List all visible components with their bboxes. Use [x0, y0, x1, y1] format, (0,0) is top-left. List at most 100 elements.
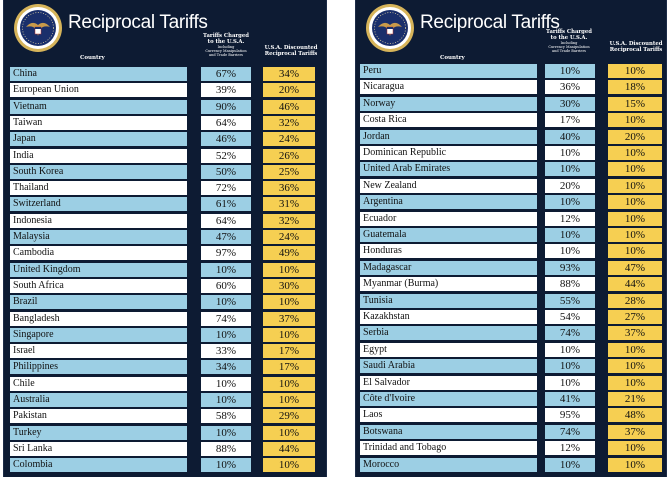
tariff-charged-cell: 34% [201, 360, 251, 375]
country-cell: Vietnam [10, 99, 187, 114]
tariff-charged-cell: 95% [545, 408, 595, 423]
country-cell: Egypt [360, 342, 537, 357]
country-cell: Laos [360, 408, 537, 423]
tariff-charged-cell: 67% [201, 67, 251, 81]
discounted-tariff-cell: 31% [263, 197, 315, 212]
discounted-tariff-cell: 37% [608, 326, 662, 341]
country-name: Kazakhstan [363, 311, 410, 322]
tariff-charged-cell: 54% [545, 310, 595, 324]
table-row: Cambodia 97% 49% [4, 246, 326, 261]
tariff-charged-cell: 17% [545, 113, 595, 128]
table-row: Peru 10% 10% [356, 64, 666, 78]
table-row: Tunisia 55% 28% [356, 293, 666, 308]
tariff-charged-cell: 12% [545, 441, 595, 456]
table-row: Morocco 10% 10% [356, 457, 666, 472]
tariff-charged-cell: 52% [201, 148, 251, 163]
country-name: Guatemala [363, 229, 407, 240]
country-name: Malaysia [13, 231, 50, 242]
country-name: Brazil [13, 296, 38, 308]
discounted-tariff-cell: 10% [608, 441, 662, 456]
table-row: Bangladesh 74% 37% [4, 311, 326, 326]
discounted-tariff-cell: 10% [263, 262, 315, 277]
discounted-tariff-cell: 47% [608, 260, 662, 275]
tariff-charged-cell: 10% [201, 327, 251, 342]
country-name: Nicaragua [363, 81, 405, 93]
charged-header-small1: Including [560, 41, 578, 46]
tariff-charged-cell: 10% [201, 393, 251, 407]
tariff-charged-cell: 10% [545, 146, 595, 160]
country-cell: Costa Rica [360, 113, 537, 128]
country-cell: Pakistan [10, 409, 187, 424]
country-cell: Bangladesh [10, 311, 187, 326]
tariff-charged-cell: 41% [545, 392, 595, 406]
country-name: Serbia [363, 327, 389, 339]
country-name: Egypt [363, 343, 387, 355]
tariff-charged-cell: 10% [545, 244, 595, 259]
table-row: Egypt 10% 10% [356, 342, 666, 357]
discount-header-line1: U.S.A. Discounted [264, 45, 318, 51]
country-name: Myanmar (Burma) [363, 278, 439, 290]
country-name: Ecuador [363, 212, 397, 224]
tariff-charged-cell: 10% [545, 457, 595, 472]
country-name: Côte d'Ivoire [363, 393, 416, 404]
table-row: Sri Lanka 88% 44% [4, 441, 326, 456]
country-name: Botswana [363, 425, 403, 437]
country-cell: Morocco [360, 457, 537, 472]
tariff-charged-cell: 33% [201, 344, 251, 359]
country-name: South Korea [13, 165, 64, 177]
tariff-charged-cell: 10% [545, 375, 595, 390]
table-row: China 67% 34% [4, 67, 326, 81]
country-column-header: Country [440, 55, 465, 61]
country-cell: Taiwan [10, 115, 187, 130]
tariff-charged-cell: 10% [545, 162, 595, 177]
discounted-tariff-cell: 32% [263, 115, 315, 130]
table-row: Israel 33% 17% [4, 344, 326, 359]
table-row: Japan 46% 24% [4, 132, 326, 147]
charged-header-line1: Tariffs Charged [203, 33, 249, 39]
country-name: Philippines [13, 361, 59, 373]
discounted-tariff-cell: 15% [608, 96, 662, 111]
discounted-tariff-cell: 20% [608, 129, 662, 144]
country-cell: Kazakhstan [360, 310, 537, 324]
page-title: Reciprocal Tariffs [68, 12, 208, 33]
country-name: United Arab Emirates [363, 163, 451, 175]
country-cell: Myanmar (Burma) [360, 277, 537, 292]
country-cell: Dominican Republic [360, 146, 537, 160]
country-cell: European Union [10, 83, 187, 98]
charged-column-header: Tariffs Charged to the U.S.A. Including … [201, 33, 251, 57]
table-row: Kazakhstan 54% 27% [356, 310, 666, 324]
tariff-charged-cell: 72% [201, 181, 251, 196]
country-cell: Australia [10, 393, 187, 407]
table-row: Malaysia 47% 24% [4, 230, 326, 244]
tariff-charged-cell: 20% [545, 178, 595, 193]
table-row: United Kingdom 10% 10% [4, 262, 326, 277]
country-name: Honduras [363, 245, 402, 257]
tariff-charged-cell: 50% [201, 164, 251, 179]
tariff-charged-cell: 47% [201, 230, 251, 244]
table-row: Honduras 10% 10% [356, 244, 666, 259]
country-cell: Guatemala [360, 228, 537, 242]
tariff-charged-cell: 60% [201, 278, 251, 293]
table-row: United Arab Emirates 10% 10% [356, 162, 666, 177]
discounted-tariff-cell: 20% [263, 83, 315, 98]
charged-header-small1: Including [217, 45, 235, 50]
table-row: Australia 10% 10% [4, 393, 326, 407]
table-row: European Union 39% 20% [4, 83, 326, 98]
charged-header-small3: and Trade Barriers [552, 49, 586, 54]
country-name: Israel [13, 345, 36, 357]
left-tariff-panel: Reciprocal Tariffs Country Tariffs Charg… [3, 0, 327, 477]
country-name: South Africa [13, 279, 64, 291]
country-cell: Cambodia [10, 246, 187, 261]
discounted-tariff-cell: 10% [608, 195, 662, 210]
country-cell: Saudi Arabia [360, 359, 537, 374]
charged-column-header: Tariffs Charged to the U.S.A. Including … [544, 29, 594, 54]
country-column-header: Country [80, 55, 105, 61]
tariff-charged-cell: 58% [201, 409, 251, 424]
table-row: South Africa 60% 30% [4, 278, 326, 293]
country-cell: Thailand [10, 181, 187, 196]
discount-header-line2: Reciprocal Tariffs [264, 50, 318, 57]
country-name: India [13, 149, 34, 161]
tariff-charged-cell: 61% [201, 197, 251, 212]
tariff-charged-cell: 88% [201, 441, 251, 456]
country-cell: Malaysia [10, 230, 187, 244]
